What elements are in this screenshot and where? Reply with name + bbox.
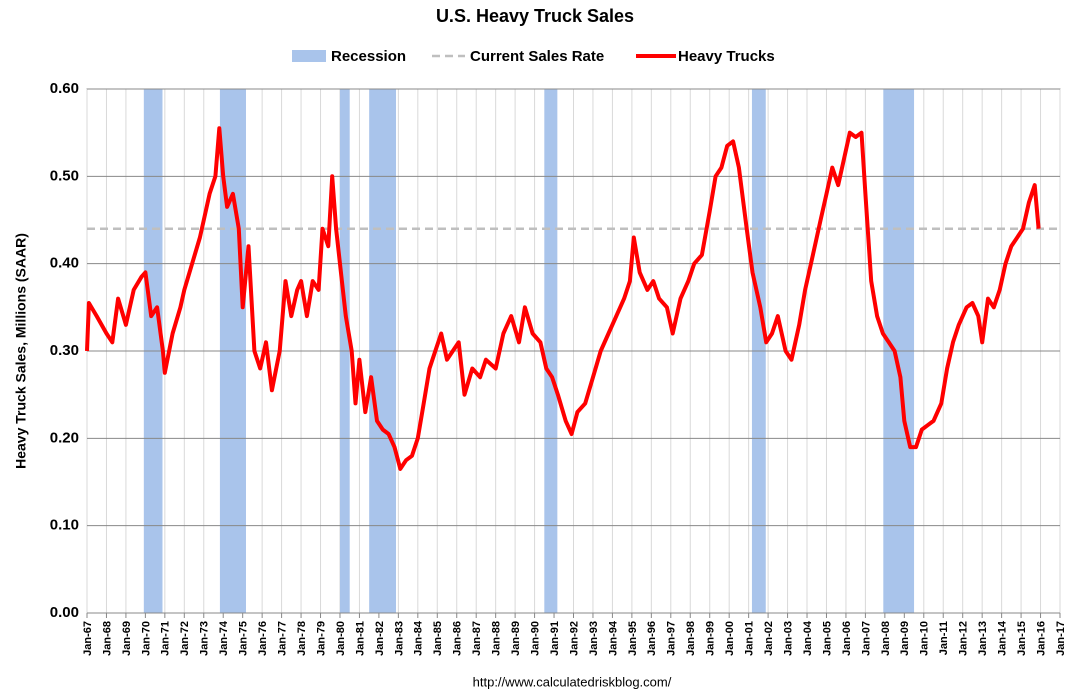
y-tick-label: 0.10	[50, 517, 79, 534]
y-tick-label: 0.20	[50, 429, 79, 446]
x-tick-label: Jan-00	[724, 621, 736, 656]
x-tick-label: Jan-86	[452, 621, 464, 656]
x-tick-label: Jan-78	[296, 621, 308, 656]
x-tick-label: Jan-98	[685, 621, 697, 656]
x-tick-label: Jan-05	[821, 621, 833, 656]
x-tick-label: Jan-97	[666, 621, 678, 656]
x-tick-label: Jan-88	[491, 621, 503, 656]
x-tick-label: Jan-79	[315, 621, 327, 656]
x-tick-label: Jan-84	[413, 620, 425, 656]
x-tick-label: Jan-67	[82, 621, 94, 656]
x-tick-label: Jan-15	[1016, 621, 1028, 656]
x-tick-label: Jan-73	[199, 621, 211, 656]
y-tick-label: 0.60	[50, 80, 79, 97]
x-tick-label: Jan-07	[860, 621, 872, 656]
x-tick-label: Jan-91	[549, 621, 561, 656]
x-tick-label: Jan-72	[179, 621, 191, 656]
y-tick-label: 0.00	[50, 604, 79, 621]
x-tick-label: Jan-08	[880, 621, 892, 656]
x-tick-label: Jan-02	[763, 621, 775, 656]
x-tick-label: Jan-95	[627, 621, 639, 656]
legend-label: Recession	[331, 48, 406, 65]
y-axis-label: Heavy Truck Sales, Millions (SAAR)	[13, 233, 29, 469]
x-tick-label: Jan-96	[646, 621, 658, 656]
x-tick-label: Jan-69	[121, 621, 133, 656]
x-tick-label: Jan-99	[705, 621, 717, 656]
x-tick-label: Jan-11	[938, 621, 950, 655]
legend-label: Heavy Trucks	[678, 48, 775, 65]
x-tick-label: Jan-82	[374, 621, 386, 656]
x-tick-label: Jan-68	[101, 621, 113, 656]
x-tick-label: Jan-75	[238, 621, 250, 656]
x-tick-label: Jan-89	[510, 621, 522, 656]
y-tick-label: 0.40	[50, 255, 79, 272]
x-tick-label: Jan-14	[997, 620, 1009, 656]
x-tick-label: Jan-13	[977, 621, 989, 656]
x-tick-label: Jan-81	[354, 621, 366, 656]
x-tick-label: Jan-80	[335, 621, 347, 656]
x-tick-label: Jan-90	[529, 621, 541, 656]
legend-label: Current Sales Rate	[470, 48, 604, 65]
series-line	[85, 126, 1041, 471]
x-tick-label: Jan-85	[432, 621, 444, 656]
x-tick-label: Jan-93	[588, 621, 600, 656]
x-tick-label: Jan-71	[160, 621, 172, 656]
x-tick-label: Jan-03	[782, 621, 794, 656]
y-tick-label: 0.30	[50, 342, 79, 359]
x-tick-label: Jan-10	[919, 621, 931, 656]
x-tick-label: Jan-09	[899, 621, 911, 656]
x-tick-label: Jan-70	[140, 621, 152, 656]
x-tick-label: Jan-74	[218, 620, 230, 656]
x-tick-label: Jan-12	[958, 621, 970, 656]
x-tick-label: Jan-01	[744, 621, 756, 656]
x-tick-label: Jan-04	[802, 620, 814, 656]
x-tick-label: Jan-17	[1055, 621, 1067, 656]
x-tick-label: Jan-94	[607, 620, 619, 656]
x-tick-label: Jan-87	[471, 621, 483, 656]
chart-title: U.S. Heavy Truck Sales	[436, 6, 634, 26]
source: http://www.calculatedriskblog.com/	[473, 674, 672, 689]
legend-swatch-recession	[292, 50, 326, 62]
x-tick-label: Jan-92	[568, 621, 580, 656]
x-tick-label: Jan-83	[393, 621, 405, 656]
y-tick-label: 0.50	[50, 167, 79, 184]
x-tick-label: Jan-16	[1035, 621, 1047, 656]
x-tick-label: Jan-06	[841, 621, 853, 656]
x-tick-label: Jan-76	[257, 621, 269, 656]
x-tick-label: Jan-77	[277, 621, 289, 656]
